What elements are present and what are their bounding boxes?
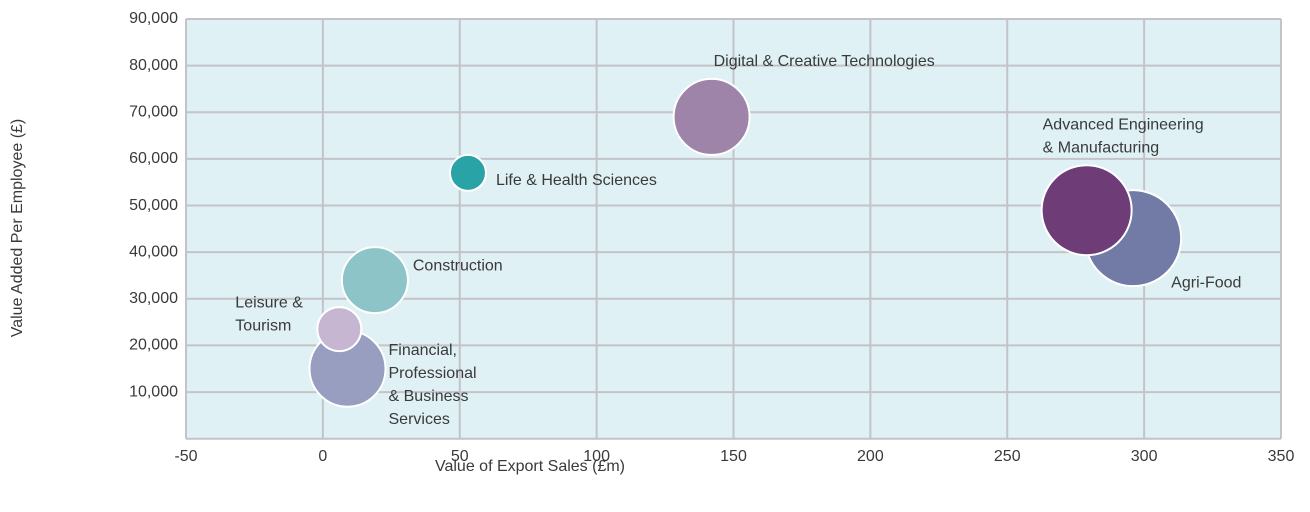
bubble [672,77,751,156]
y-tick-label: 40,000 [129,243,178,260]
y-tick-label: 10,000 [129,383,178,400]
bubble-label: Professional [389,365,477,382]
y-tick-label: 30,000 [129,290,178,307]
bubble-label: Agri-Food [1171,274,1241,291]
bubble [448,153,487,192]
bubble [1040,164,1133,257]
bubble [340,246,409,315]
y-tick-label: 50,000 [129,197,178,214]
x-tick-label: 100 [583,448,610,465]
bubble-label: Tourism [235,317,291,334]
x-tick-label: -50 [174,448,197,465]
x-tick-label: 50 [451,448,469,465]
x-tick-label: 200 [857,448,884,465]
y-tick-label: 20,000 [129,337,178,354]
bubble-label: Construction [413,257,503,274]
x-tick-label: 350 [1268,448,1295,465]
bubble-label: Life & Health Sciences [496,172,657,189]
y-tick-label: 90,000 [129,10,178,27]
y-tick-label: 60,000 [129,150,178,167]
y-tick-label: 80,000 [129,57,178,74]
bubble-label: & Business [389,388,469,405]
bubble [316,306,363,353]
bubble-label: Digital & Creative Technologies [714,53,935,70]
x-tick-label: 0 [318,448,327,465]
bubble-label: & Manufacturing [1043,139,1160,156]
bubble-label: Advanced Engineering [1043,116,1204,133]
x-axis-label: Value of Export Sales (£m) [435,458,625,475]
bubble-label: Leisure & [235,294,303,311]
x-tick-label: 150 [720,448,747,465]
y-axis-label: Value Added Per Employee (£) [9,119,26,338]
x-tick-label: 300 [1131,448,1158,465]
y-tick-label: 70,000 [129,103,178,120]
x-tick-label: 250 [994,448,1021,465]
bubble-label: Services [389,411,450,428]
bubble-label: Financial, [389,342,457,359]
